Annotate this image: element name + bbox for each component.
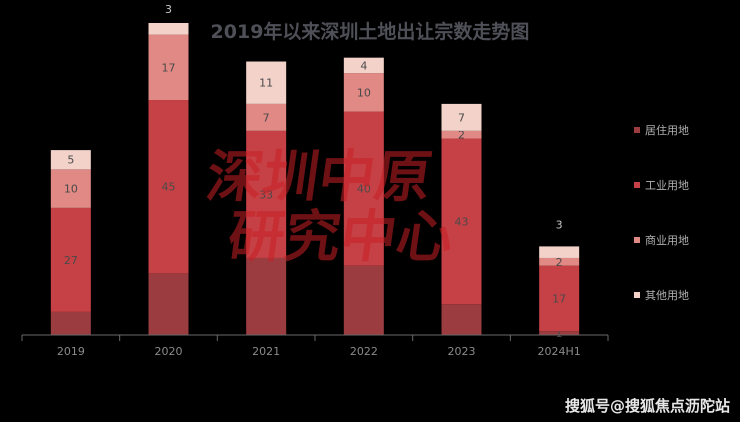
data-label-2020-3: 3 bbox=[165, 3, 172, 16]
data-label-2021-2: 7 bbox=[263, 111, 270, 124]
bar-segment-2020-3 bbox=[148, 23, 189, 35]
bar-segment-2024H1-3 bbox=[539, 246, 580, 258]
bar-segment-2024H1-0 bbox=[539, 331, 580, 335]
data-label-2022-3: 4 bbox=[360, 59, 367, 72]
bar-segment-2024H1-1 bbox=[539, 265, 580, 332]
bar-segment-2021-3 bbox=[246, 61, 287, 104]
bar-segment-2020-0 bbox=[148, 273, 189, 335]
data-label-2023-3: 7 bbox=[458, 111, 465, 124]
bar-segment-2021-1 bbox=[246, 130, 287, 258]
x-tick-label: 2022 bbox=[350, 345, 378, 358]
bar-segment-2019-3 bbox=[50, 150, 91, 170]
legend-swatch-2 bbox=[634, 237, 640, 243]
chart-title: 2019年以来深圳土地出让宗数走势图 bbox=[211, 20, 530, 43]
data-label-2023-1: 43 bbox=[455, 215, 469, 228]
x-axis: 2019 2020 2021 2022 2023 2024H1 bbox=[21, 334, 609, 358]
data-label-2022-1: 40 bbox=[357, 183, 371, 196]
bar-segment-2019-1 bbox=[50, 207, 91, 312]
data-label-2024H1-2: 2 bbox=[556, 256, 563, 269]
data-label-2022-2: 10 bbox=[357, 86, 371, 99]
data-label-2024H1-0: 1 bbox=[556, 327, 563, 340]
legend-swatch-3 bbox=[634, 292, 640, 298]
legend-swatch-1 bbox=[634, 182, 640, 188]
legend-label-1: 工业用地 bbox=[645, 179, 689, 192]
bar-segment-2023-1 bbox=[441, 138, 482, 305]
data-label-2019-3: 5 bbox=[67, 154, 74, 167]
legend-label-0: 居住用地 bbox=[645, 123, 689, 137]
data-label-2024H1-3: 3 bbox=[556, 218, 563, 231]
data-label-2021-3: 11 bbox=[259, 77, 273, 90]
source-credit: 搜狐号@搜狐焦点沥陀站 bbox=[564, 397, 730, 415]
bar-segment-2021-0 bbox=[246, 257, 287, 335]
bar-segment-2021-2 bbox=[246, 103, 287, 131]
bar-segment-2023-3 bbox=[441, 103, 482, 131]
x-tick-label: 2023 bbox=[448, 345, 476, 358]
legend-label-2: 商业用地 bbox=[645, 233, 689, 247]
bar-segment-2020-2 bbox=[148, 34, 189, 101]
bar-segment-2019-0 bbox=[50, 311, 91, 335]
x-tick-label: 2019 bbox=[57, 345, 85, 358]
legend-label-3: 其他用地 bbox=[645, 289, 689, 302]
data-label-2019-1: 27 bbox=[64, 254, 78, 267]
data-label-2020-2: 17 bbox=[162, 61, 176, 74]
watermark: 深圳中原 研究中心 bbox=[202, 145, 457, 270]
bar-segment-2023-2 bbox=[441, 130, 482, 139]
bar-segment-2023-0 bbox=[441, 304, 482, 335]
data-label-2024H1-1: 17 bbox=[552, 292, 566, 305]
bar-segment-2022-0 bbox=[343, 265, 384, 335]
watermark-line2: 研究中心 bbox=[224, 205, 457, 270]
x-tick-label: 2020 bbox=[155, 345, 183, 358]
bar-segment-2020-1 bbox=[148, 100, 189, 274]
legend-swatch-0 bbox=[634, 127, 640, 133]
bar-segment-2022-1 bbox=[343, 111, 384, 266]
x-tick-label: 2024H1 bbox=[538, 345, 581, 358]
bar-segment-2019-2 bbox=[50, 169, 91, 208]
data-label-2019-2: 10 bbox=[64, 183, 78, 196]
x-tick-label: 2021 bbox=[252, 345, 280, 358]
bar-segment-2024H1-2 bbox=[539, 257, 580, 266]
data-label-2020-1: 45 bbox=[162, 181, 176, 194]
data-label-2021-1: 33 bbox=[259, 188, 273, 201]
bar-segment-2022-2 bbox=[343, 73, 384, 112]
watermark-line1: 深圳中原 bbox=[202, 145, 435, 210]
bar-segment-2022-3 bbox=[343, 57, 384, 74]
data-label-2023-2: 2 bbox=[458, 129, 465, 142]
